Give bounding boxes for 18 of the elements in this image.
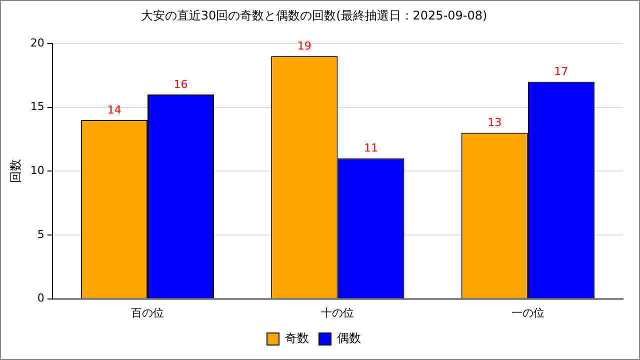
- y-tick-label: 15: [30, 100, 44, 114]
- y-tick-label: 20: [30, 36, 44, 50]
- chart-title: 大安の直近30回の奇数と偶数の回数(最終抽選日：2025-09-08): [140, 8, 488, 22]
- y-tick-label: 5: [37, 228, 44, 241]
- data-label: 13: [488, 116, 502, 130]
- y-tick-label: 10: [30, 164, 44, 177]
- legend-label: 偶数: [337, 331, 361, 346]
- data-label: 14: [107, 103, 122, 116]
- x-tick-label: 十の位: [321, 306, 354, 320]
- data-label: 17: [554, 65, 568, 78]
- data-label: 19: [297, 40, 312, 53]
- x-tick-label: 百の位: [131, 306, 164, 320]
- legend-label: 奇数: [285, 331, 309, 346]
- data-label: 16: [174, 78, 188, 91]
- y-axis-title: 回数: [8, 159, 22, 184]
- y-tick-label: 0: [37, 292, 44, 305]
- x-tick-label: 一の位: [511, 306, 544, 320]
- data-label: 11: [364, 142, 378, 155]
